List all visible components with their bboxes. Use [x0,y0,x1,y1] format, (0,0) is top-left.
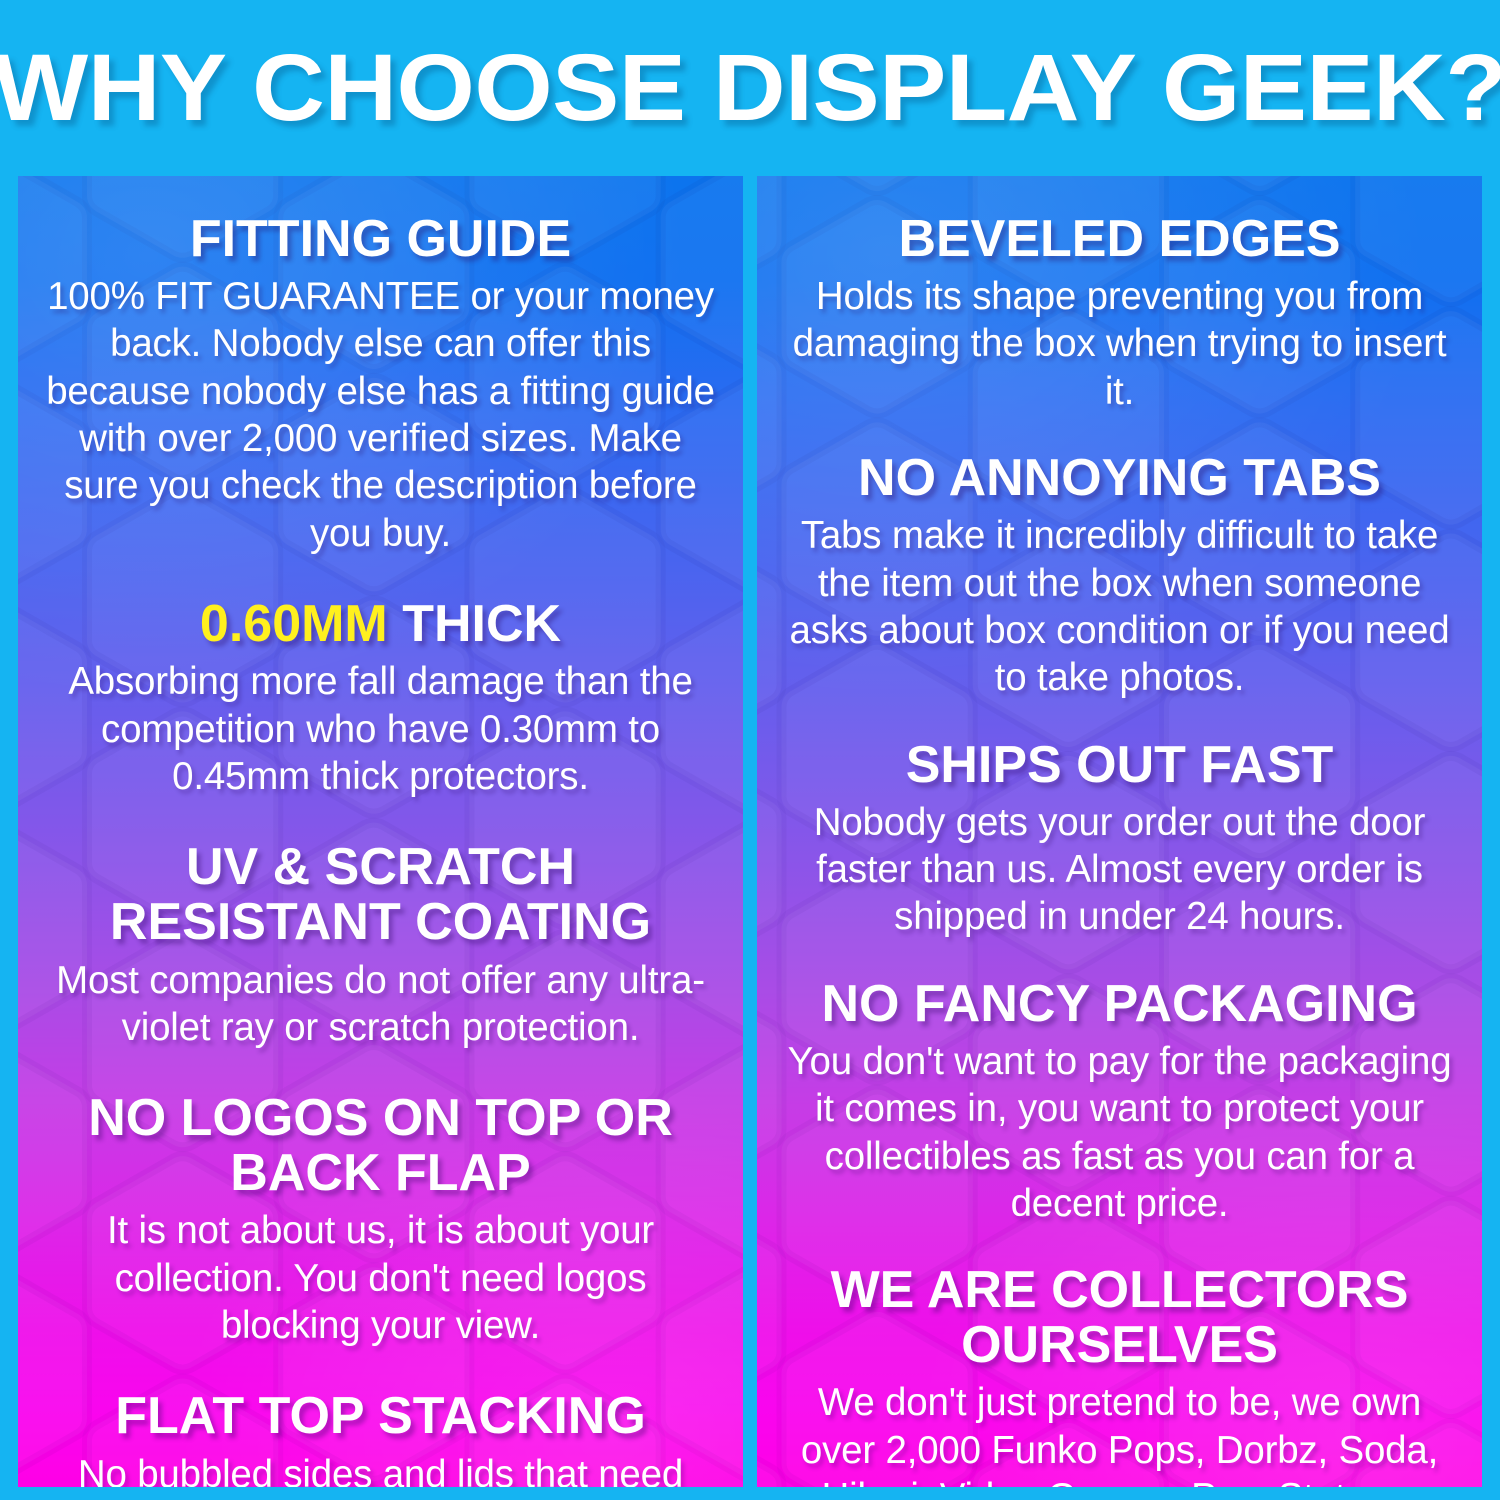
feature-body: Nobody gets your order out the door fast… [813,800,1426,939]
feature-flat-top-stacking: FLAT TOP STACKING No bubbled sides and l… [40,1389,721,1487]
feature-body: No bubbled sides and lids that need resh… [77,1452,684,1487]
feature-body: We don't just pretend to be, we own over… [800,1381,1439,1487]
right-panel-content: BEVELED EDGES Holds its shape preventing… [757,176,1482,1487]
left-feature-panel: FITTING GUIDE 100% FIT GUARANTEE or your… [18,176,743,1487]
feature-thickness: 0.60MM THICK Absorbing more fall damage … [40,597,721,800]
feature-title: FITTING GUIDE [189,210,572,268]
feature-title: NO LOGOS ON TOP OR BACK FLAP [88,1089,673,1203]
feature-title: 0.60MM THICK [40,597,721,652]
feature-body: You don't want to pay for the packaging … [787,1039,1452,1225]
feature-title: SHIPS OUT FAST [905,735,1334,794]
right-feature-panel: BEVELED EDGES Holds its shape preventing… [757,176,1482,1487]
feature-columns: FITTING GUIDE 100% FIT GUARANTEE or your… [18,176,1482,1487]
feature-beveled-edges: BEVELED EDGES Holds its shape preventing… [779,210,1460,415]
page-title: WHY CHOOSE DISPLAY GEEK? [0,34,1500,141]
feature-no-annoying-tabs: NO ANNOYING TABS Tabs make it incredibly… [779,451,1460,701]
feature-uv-scratch-coating: UV & SCRATCH RESISTANT COATING Most comp… [40,840,721,1051]
feature-body: Absorbing more fall damage than the comp… [68,660,693,798]
feature-ships-out-fast: SHIPS OUT FAST Nobody gets your order ou… [779,735,1460,941]
feature-title: BEVELED EDGES [898,210,1341,268]
feature-no-logos: NO LOGOS ON TOP OR BACK FLAP It is not a… [40,1091,721,1349]
feature-body: 100% FIT GUARANTEE or your money back. N… [46,275,715,555]
thickness-title-rest: THICK [387,595,562,654]
feature-body: It is not about us, it is about your col… [106,1209,655,1348]
thickness-highlight: 0.60MM [199,595,388,654]
left-panel-content: FITTING GUIDE 100% FIT GUARANTEE or your… [18,176,743,1487]
feature-body: Holds its shape preventing you from dama… [792,275,1447,413]
feature-we-are-collectors: WE ARE COLLECTORS OURSELVES We don't jus… [779,1263,1460,1487]
feature-body: Most companies do not offer any ultra-vi… [56,958,705,1049]
feature-title: NO ANNOYING TABS [858,449,1381,508]
feature-fitting-guide: FITTING GUIDE 100% FIT GUARANTEE or your… [40,210,721,557]
feature-title: NO FANCY PACKAGING [821,974,1418,1033]
feature-title: FLAT TOP STACKING [115,1387,646,1446]
feature-title: WE ARE COLLECTORS OURSELVES [830,1261,1409,1375]
feature-title: UV & SCRATCH RESISTANT COATING [109,838,652,952]
feature-no-fancy-packaging: NO FANCY PACKAGING You don't want to pay… [779,974,1460,1227]
feature-body: Tabs make it incredibly difficult to tak… [789,514,1450,700]
header-band: WHY CHOOSE DISPLAY GEEK? [0,0,1500,176]
